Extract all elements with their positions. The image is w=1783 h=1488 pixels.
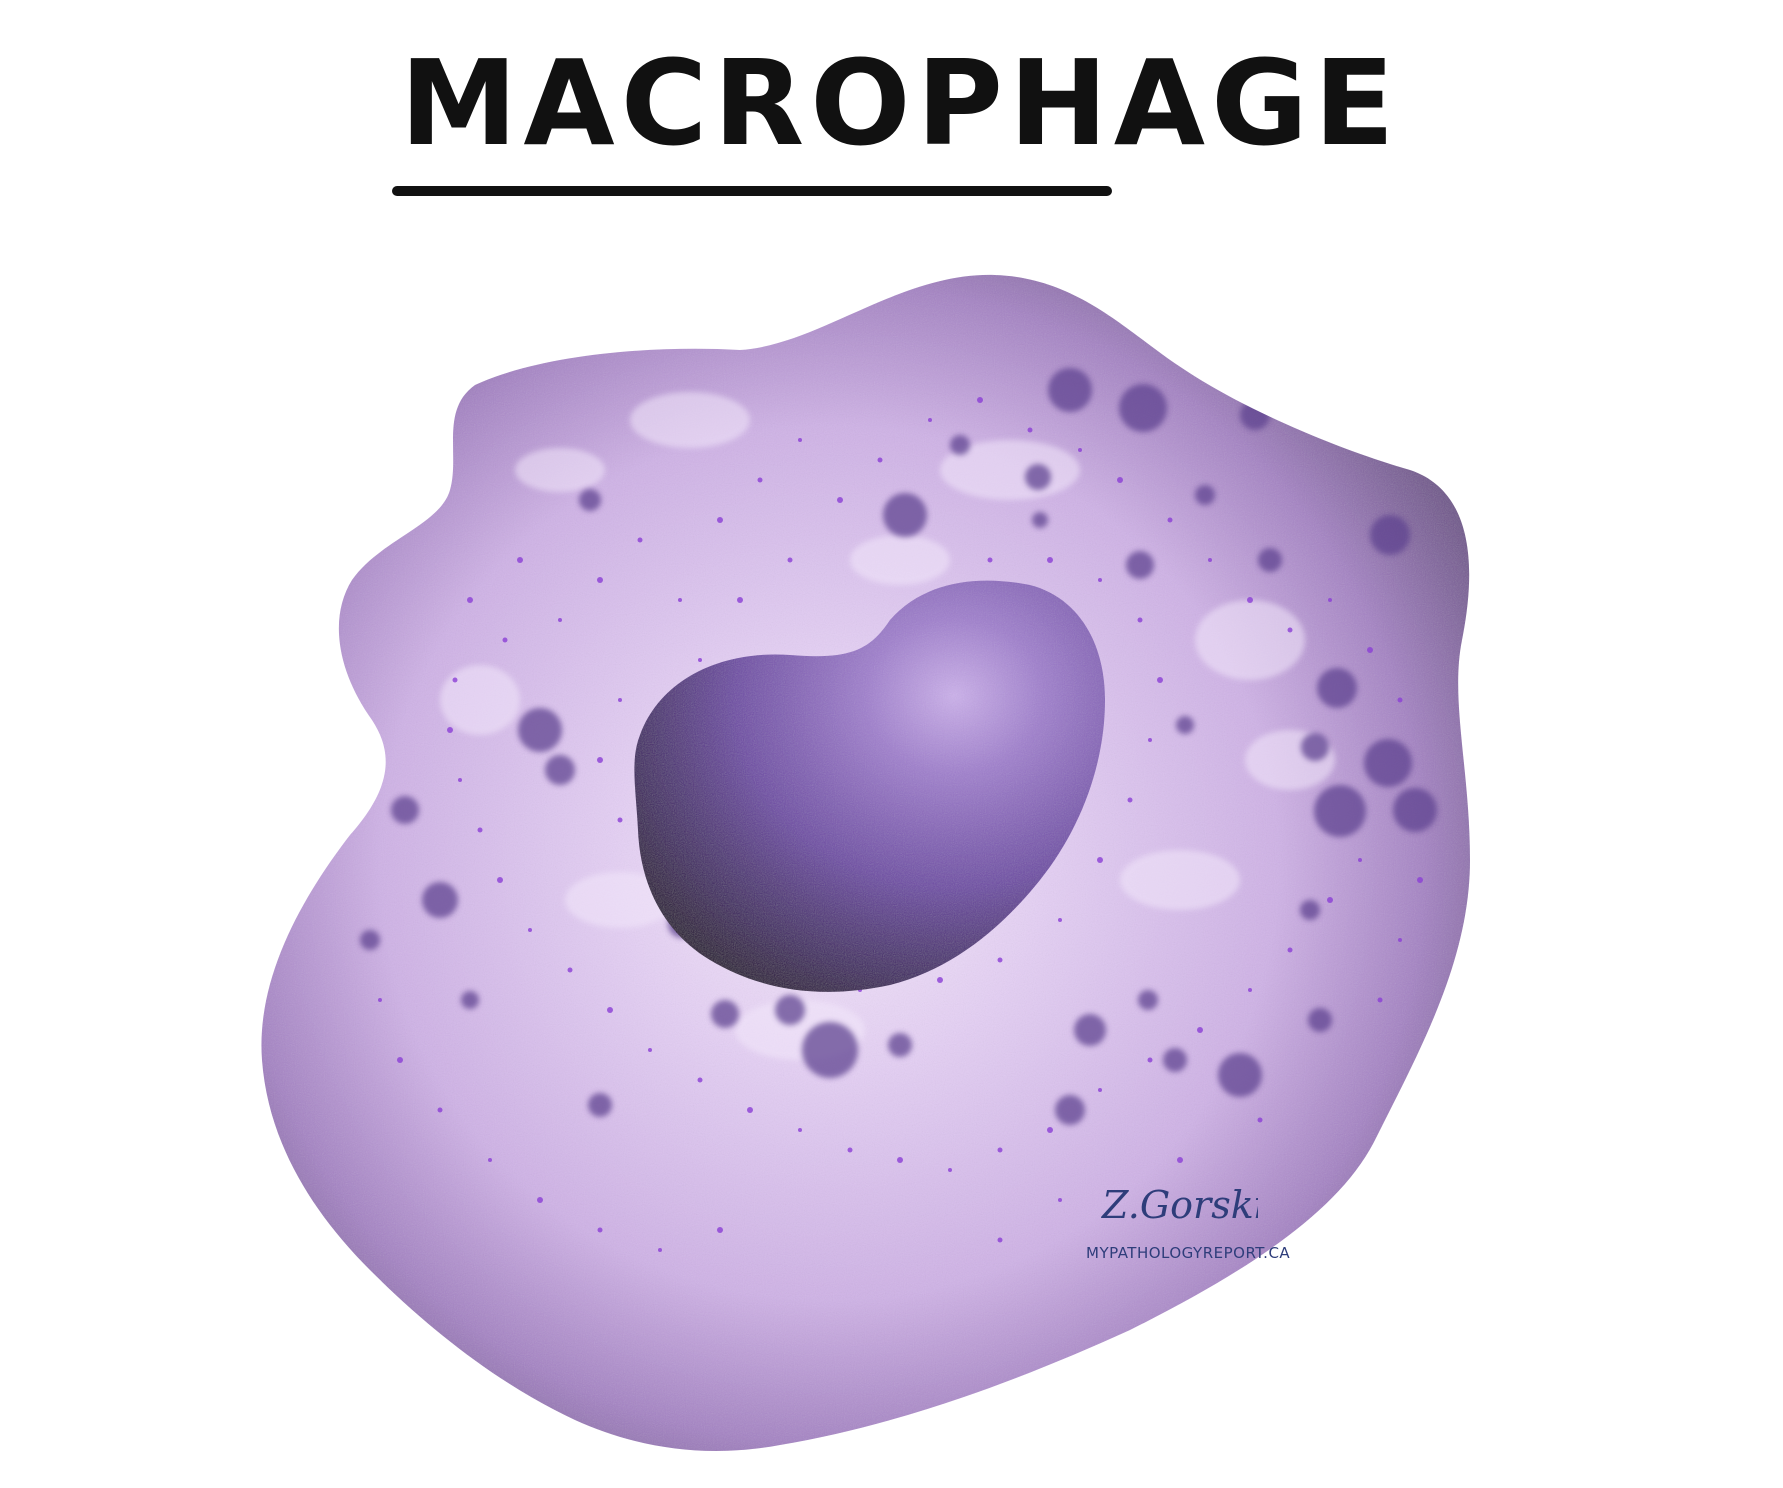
cytoplasmic-granules	[360, 368, 1437, 1125]
artist-signature: Z.Gorski	[1101, 1183, 1258, 1227]
nucleus	[634, 580, 1105, 992]
source-credit: MYPATHOLOGYREPORT.CA	[1086, 1244, 1291, 1262]
title-underline	[392, 186, 1112, 196]
cytoplasm-speckles	[378, 397, 1423, 1252]
signature-text: Z.Gorski	[1101, 1183, 1258, 1227]
